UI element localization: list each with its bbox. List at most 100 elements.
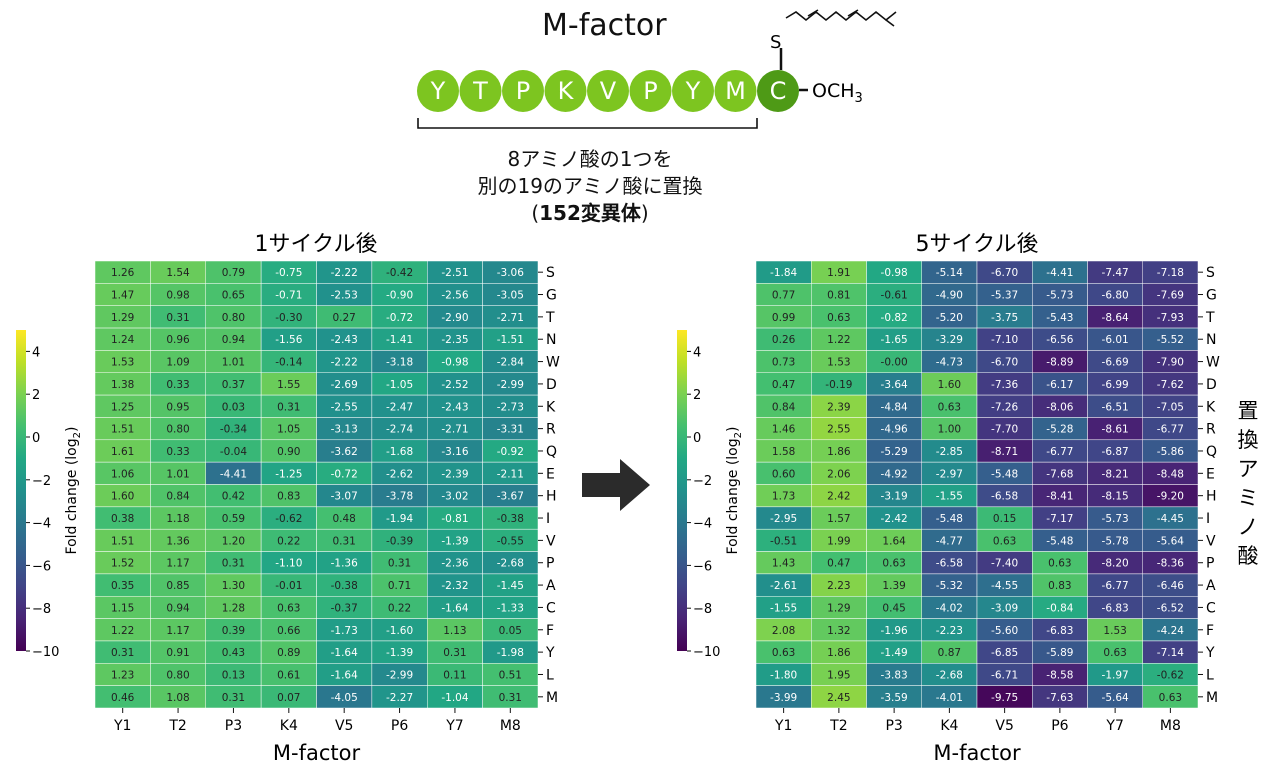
cell-value: 0.89 (277, 647, 300, 659)
cell-value: -3.64 (881, 379, 908, 391)
y-tick-label: R (1206, 422, 1216, 438)
cell-value: 0.39 (222, 625, 245, 637)
colorbar-tick-label: 2 (693, 388, 701, 403)
cell-value: 1.51 (111, 424, 134, 436)
cell-value: 0.95 (166, 401, 189, 413)
cell-value: 2.23 (827, 580, 850, 592)
cell-value: -2.32 (441, 580, 468, 592)
y-tick-label: N (546, 332, 556, 348)
cell-value: 0.96 (166, 334, 190, 346)
sulfur-label: S (770, 32, 781, 53)
cell-value: 0.84 (772, 401, 796, 413)
x-tick-label: P6 (1051, 718, 1068, 734)
y-tick-label: S (1206, 265, 1215, 281)
cell-value: 0.99 (772, 312, 795, 324)
arrow-icon (582, 459, 650, 511)
y-tick-label: G (546, 288, 557, 304)
cell-value: 0.63 (277, 602, 300, 614)
cell-value: 0.73 (772, 357, 795, 369)
cell-value: -7.70 (991, 424, 1018, 436)
y-tick-label: K (1206, 399, 1216, 415)
cell-value: -1.64 (331, 669, 358, 681)
cell-value: 0.47 (827, 558, 850, 570)
colorbar-tick-label: −8 (32, 602, 51, 617)
cell-value: -2.62 (386, 468, 413, 480)
colorbar-tick-label: −4 (693, 517, 712, 532)
x-tick-label: Y1 (774, 718, 792, 734)
y-tick-label: A (1206, 578, 1216, 594)
cell-value: 1.53 (827, 357, 850, 369)
cell-value: -4.45 (1157, 513, 1184, 525)
cell-value: 0.87 (938, 647, 961, 659)
cell-value: -7.05 (1157, 401, 1184, 413)
cell-value: -0.55 (497, 535, 524, 547)
cell-value: -2.22 (331, 267, 358, 279)
y-tick-label: Y (545, 645, 555, 661)
cell-value: 0.63 (827, 312, 850, 324)
cell-value: -3.31 (497, 424, 524, 436)
cell-value: -7.36 (991, 379, 1018, 391)
cell-value: -6.69 (1102, 357, 1129, 369)
cell-value: 1.28 (222, 602, 245, 614)
cell-value: 0.63 (993, 535, 1016, 547)
cell-value: -0.84 (1046, 602, 1073, 614)
cell-value: -0.92 (497, 446, 524, 458)
cell-value: 1.23 (111, 669, 134, 681)
cell-value: 0.81 (827, 290, 850, 302)
x-tick-label: V5 (335, 718, 353, 734)
cell-value: -1.94 (386, 513, 413, 525)
cell-value: -2.35 (441, 334, 468, 346)
svg-text:置: 置 (1238, 399, 1259, 423)
cell-value: 0.05 (499, 625, 522, 637)
cell-value: -8.48 (1157, 468, 1184, 480)
caption-line-1: 8アミノ酸の1つを (507, 147, 673, 171)
cell-value: 1.22 (827, 334, 850, 346)
svg-text:ア: ア (1238, 457, 1259, 481)
cell-value: -5.48 (1046, 535, 1073, 547)
cell-value: 0.71 (388, 580, 411, 592)
y-tick-label: A (546, 578, 556, 594)
cell-value: 0.22 (388, 602, 411, 614)
cell-value: 0.31 (388, 558, 411, 570)
y-tick-label: M (546, 690, 558, 706)
cell-value: -1.55 (770, 602, 797, 614)
cell-value: 0.61 (277, 669, 300, 681)
residue-circle (757, 70, 799, 112)
cell-value: 1.01 (222, 357, 245, 369)
cell-value: -0.98 (881, 267, 908, 279)
cell-value: 1.58 (772, 446, 795, 458)
cell-value: -5.14 (936, 267, 963, 279)
cell-value: -5.86 (1157, 446, 1184, 458)
y-tick-label: E (1206, 466, 1215, 482)
y-tick-label: V (546, 533, 556, 549)
cell-value: 0.80 (166, 669, 189, 681)
cell-value: 1.09 (166, 357, 189, 369)
y-tick-label: W (546, 355, 560, 371)
cell-value: -6.70 (991, 357, 1018, 369)
cell-value: -5.28 (1046, 424, 1073, 436)
svg-text:酸: 酸 (1238, 544, 1259, 568)
y-tick-label: R (546, 422, 556, 438)
cell-value: -0.30 (275, 312, 302, 324)
cell-value: -2.90 (441, 312, 468, 324)
colorbar-tick-label: −10 (32, 645, 59, 660)
cell-value: -3.09 (991, 602, 1018, 614)
cell-value: 1.32 (827, 625, 850, 637)
cell-value: -0.82 (881, 312, 908, 324)
cell-value: -6.77 (1157, 424, 1184, 436)
cell-value: -1.25 (275, 468, 302, 480)
cell-value: -3.78 (386, 491, 413, 503)
cell-value: -1.96 (881, 625, 908, 637)
cell-value: -2.71 (441, 424, 468, 436)
y-tick-label: N (1206, 332, 1216, 348)
x-tick-label: T2 (829, 718, 847, 734)
cell-value: -0.62 (275, 513, 302, 525)
cell-value: -4.41 (1046, 267, 1073, 279)
cell-value: 1.17 (166, 625, 189, 637)
cell-value: -6.77 (1046, 446, 1073, 458)
cell-value: -2.99 (386, 669, 413, 681)
cell-value: -3.99 (770, 692, 797, 704)
colorbar-label: Fold change (log2) (64, 427, 83, 555)
residue-circle (629, 70, 672, 112)
cell-value: -8.36 (1157, 558, 1184, 570)
